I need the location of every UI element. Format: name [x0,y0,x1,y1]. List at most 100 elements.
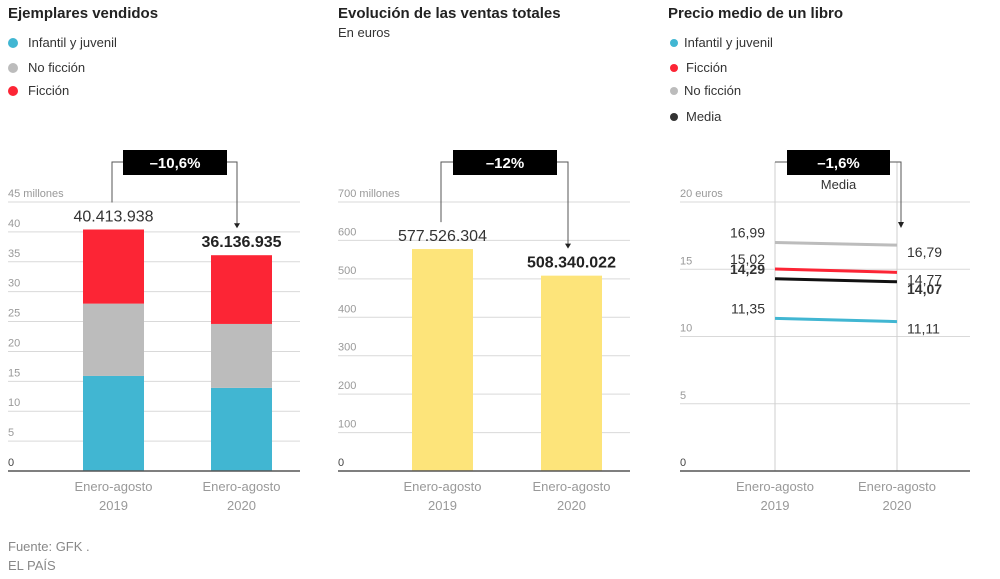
series-line-media [774,277,898,284]
change-badge [787,150,890,175]
x-tick-label: 2020 [883,498,912,513]
change-badge-label: –10,6% [150,155,201,172]
y-tick-label: 15 [8,367,20,379]
x-tick-label: 2019 [761,498,790,513]
legend-item-no-ficcion: No ficción [8,60,85,75]
series-line-no-ficción [774,240,898,247]
y-tick-label: 35 [8,248,20,260]
change-connector-right [890,161,902,224]
data-label: 11,35 [731,300,765,316]
chart-title: Ejemplares vendidos [8,5,159,22]
y-tick-label: 0 [680,457,686,469]
data-label: 15,02 [730,251,765,267]
x-tick-label: Enero-agosto [532,479,610,494]
bar-segment-ficción [211,255,272,324]
x-tick-label: 2020 [557,498,586,513]
change-badge [123,150,227,175]
y-tick-label: 100 [338,419,356,431]
legend-item-ficcion: Ficción [670,60,727,75]
data-label: 577.526.304 [398,228,487,245]
y-tick-label: 400 [338,303,356,315]
y-tick-label: 30 [8,278,20,290]
legend-label: Ficción [28,83,70,98]
y-tick-label: 10 [8,397,20,409]
legend-label: No ficción [28,60,86,75]
chart-title: Evolución de las ventas totales [338,5,561,22]
legend-item-infantil: Infantil y juvenil [670,35,773,50]
change-badge-label: –12% [486,155,524,172]
series-line-ficción [774,267,898,274]
bar-segment-no-ficción [211,323,272,388]
data-label: 508.340.022 [527,255,616,272]
x-tick-label: Enero-agosto [202,479,280,494]
y-tick-label: 500 [338,265,356,277]
legend-dot-icon [670,112,678,121]
legend-dot-icon [670,38,678,47]
x-tick-label: Enero-agosto [403,479,481,494]
legend-item-ficcion: Ficción [8,83,69,98]
x-tick-label: Enero-agosto [736,479,814,494]
data-label: 14,07 [907,281,942,297]
change-connector-left [440,161,453,223]
publisher-credit: EL PAÍS [8,558,56,573]
bar-segment-ventas-totales [541,275,602,471]
legend-label: No ficción [684,83,742,98]
legend-label: Infantil y juvenil [684,35,773,50]
y-tick-label: 600 [338,226,356,238]
y-tick-label: 5 [680,390,686,402]
legend-dot-icon [670,86,678,95]
y-tick-label: 5 [8,427,14,439]
change-connector-right [227,161,238,228]
change-badge-label: –1,6% [817,155,860,172]
data-label: 11,11 [907,321,940,337]
series-line-infantil-y-juvenil [774,316,898,324]
y-tick-label: 45 millones [8,188,64,200]
legend-dot-icon [8,85,18,96]
y-tick-label: 20 euros [680,188,723,200]
legend-item-media: Media [670,109,721,124]
y-tick-label: 15 [680,255,692,267]
y-tick-label: 700 millones [338,188,400,200]
change-badge-sublabel: Media [821,177,857,192]
data-label: 14,29 [730,261,765,277]
data-label: 16,79 [907,244,942,260]
y-tick-label: 300 [338,342,356,354]
legend-label: Media [686,109,722,124]
change-badge [453,150,557,175]
chart-ejemplares-vendidos: Ejemplares vendidos Infantil y juvenil N… [0,0,330,530]
x-tick-label: Enero-agosto [74,479,152,494]
y-tick-label: 40 [8,218,20,230]
bar-segment-no-ficción [83,303,144,376]
y-tick-label: 200 [338,380,356,392]
legend-dot-icon [8,62,18,73]
legend-label: Ficción [686,60,728,75]
x-tick-label: Enero-agosto [858,479,936,494]
x-tick-label: 2019 [428,498,457,513]
arrow-down-icon [565,243,571,249]
bar-segment-ficción [83,229,144,304]
arrow-down-icon [898,222,904,228]
x-tick-label: 2019 [99,498,128,513]
chart-evolucion-ventas: Evolución de las ventas totales En euros [330,0,660,530]
x-tick-label: 2020 [227,498,256,513]
y-tick-label: 0 [8,457,14,469]
y-tick-label: 10 [680,323,692,335]
data-label: 36.136.935 [201,234,281,251]
y-tick-label: 0 [338,457,344,469]
chart-title: Precio medio de un libro [668,5,844,22]
legend-item-no-ficcion: No ficción [670,83,741,98]
bar-segment-ventas-totales [412,249,473,471]
arrow-down-icon [234,223,240,229]
y-tick-label: 20 [8,337,20,349]
source-note: Fuente: GFK . [8,539,90,554]
change-connector-left [111,161,123,203]
change-connector-right [557,161,569,248]
data-label: 14,77 [907,271,942,287]
bar-segment-infantil-y-juvenil [211,387,272,471]
legend-dot-icon [8,37,18,48]
chart-subtitle: En euros [338,25,391,40]
legend-label: Infantil y juvenil [28,35,117,50]
chart-precio-medio: Precio medio de un libro Infantil y juve… [660,0,1000,530]
data-label: 16,99 [730,224,765,240]
legend-item-infantil: Infantil y juvenil [8,35,117,50]
